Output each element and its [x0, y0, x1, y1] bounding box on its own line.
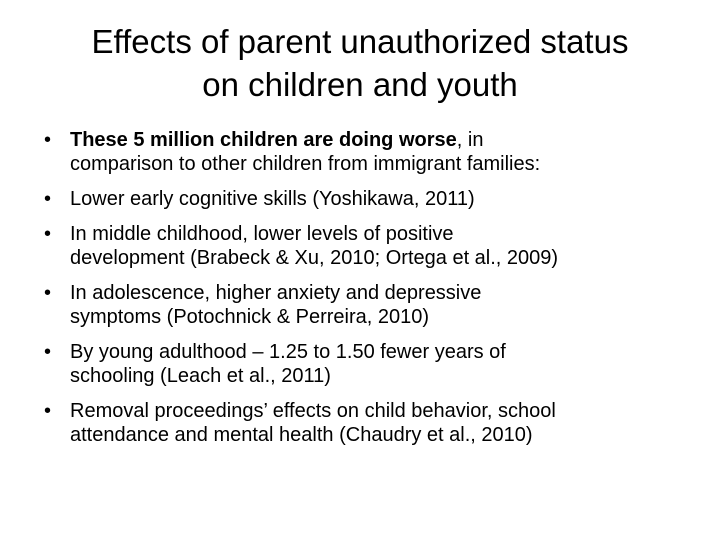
bullet-line: In adolescence, higher anxiety and depre…	[70, 282, 482, 304]
bullet-text: These 5 million children are doing worse…	[70, 128, 684, 176]
bullet-line: These 5 million children are doing worse…	[70, 128, 684, 152]
bullet-item: • In middle childhood, lower levels of p…	[44, 222, 684, 270]
bullet-item: • Lower early cognitive skills (Yoshikaw…	[44, 187, 684, 211]
bullet-line: schooling (Leach et al., 2011)	[70, 365, 331, 387]
bullet-line: By young adulthood – 1.25 to 1.50 fewer …	[70, 341, 506, 363]
bullet-line: symptoms (Potochnick & Perreira, 2010)	[70, 306, 430, 328]
bullet-icon: •	[44, 341, 52, 363]
bullet-list: • These 5 million children are doing wor…	[44, 128, 684, 458]
bullet-text: By young adulthood – 1.25 to 1.50 fewer …	[70, 340, 684, 388]
bullet-text: Lower early cognitive skills (Yoshikawa,…	[70, 187, 684, 211]
title-line: on children and youth	[202, 66, 518, 103]
bullet-item: • Removal proceedings’ effects on child …	[44, 399, 684, 447]
bullet-line-rest: , in	[456, 129, 484, 151]
bullet-icon: •	[44, 188, 52, 210]
bullet-item: • These 5 million children are doing wor…	[44, 128, 684, 176]
bullet-line: Lower early cognitive skills (Yoshikawa,…	[70, 188, 475, 210]
bullet-line: In middle childhood, lower levels of pos…	[70, 223, 454, 245]
bullet-item: • In adolescence, higher anxiety and dep…	[44, 281, 684, 329]
bullet-icon: •	[44, 223, 52, 245]
bullet-line: comparison to other children from immigr…	[70, 153, 541, 175]
bullet-icon: •	[44, 282, 52, 304]
bullet-icon: •	[44, 129, 52, 151]
bullet-emphasis: These 5 million children are doing worse	[70, 129, 457, 151]
slide-title: Effects of parent unauthorized status on…	[40, 20, 680, 106]
bullet-line: attendance and mental health (Chaudry et…	[70, 424, 533, 446]
bullet-text: In adolescence, higher anxiety and depre…	[70, 281, 684, 329]
bullet-text: In middle childhood, lower levels of pos…	[70, 222, 684, 270]
title-line: Effects of parent unauthorized status	[91, 23, 629, 60]
bullet-line: Removal proceedings’ effects on child be…	[70, 400, 556, 422]
bullet-line: development (Brabeck & Xu, 2010; Ortega …	[70, 247, 559, 269]
bullet-icon: •	[44, 400, 52, 422]
bullet-text: Removal proceedings’ effects on child be…	[70, 399, 684, 447]
bullet-item: • By young adulthood – 1.25 to 1.50 fewe…	[44, 340, 684, 388]
